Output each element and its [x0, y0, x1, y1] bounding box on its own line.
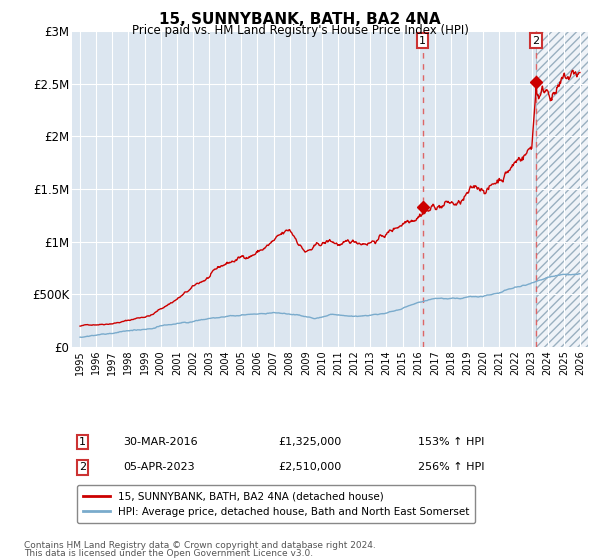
Text: 256% ↑ HPI: 256% ↑ HPI: [418, 463, 484, 473]
Text: £1,325,000: £1,325,000: [278, 437, 341, 447]
Text: 2: 2: [79, 463, 86, 473]
Text: Price paid vs. HM Land Registry's House Price Index (HPI): Price paid vs. HM Land Registry's House …: [131, 24, 469, 37]
Text: 1: 1: [419, 35, 426, 45]
Text: 05-APR-2023: 05-APR-2023: [124, 463, 195, 473]
Text: 153% ↑ HPI: 153% ↑ HPI: [418, 437, 484, 447]
Text: 1: 1: [79, 437, 86, 447]
Text: £2,510,000: £2,510,000: [278, 463, 341, 473]
Text: Contains HM Land Registry data © Crown copyright and database right 2024.: Contains HM Land Registry data © Crown c…: [24, 541, 376, 550]
Text: 30-MAR-2016: 30-MAR-2016: [124, 437, 198, 447]
Text: 15, SUNNYBANK, BATH, BA2 4NA: 15, SUNNYBANK, BATH, BA2 4NA: [159, 12, 441, 27]
Text: 2: 2: [532, 35, 539, 45]
Legend: 15, SUNNYBANK, BATH, BA2 4NA (detached house), HPI: Average price, detached hous: 15, SUNNYBANK, BATH, BA2 4NA (detached h…: [77, 486, 475, 524]
Text: This data is licensed under the Open Government Licence v3.0.: This data is licensed under the Open Gov…: [24, 549, 313, 558]
